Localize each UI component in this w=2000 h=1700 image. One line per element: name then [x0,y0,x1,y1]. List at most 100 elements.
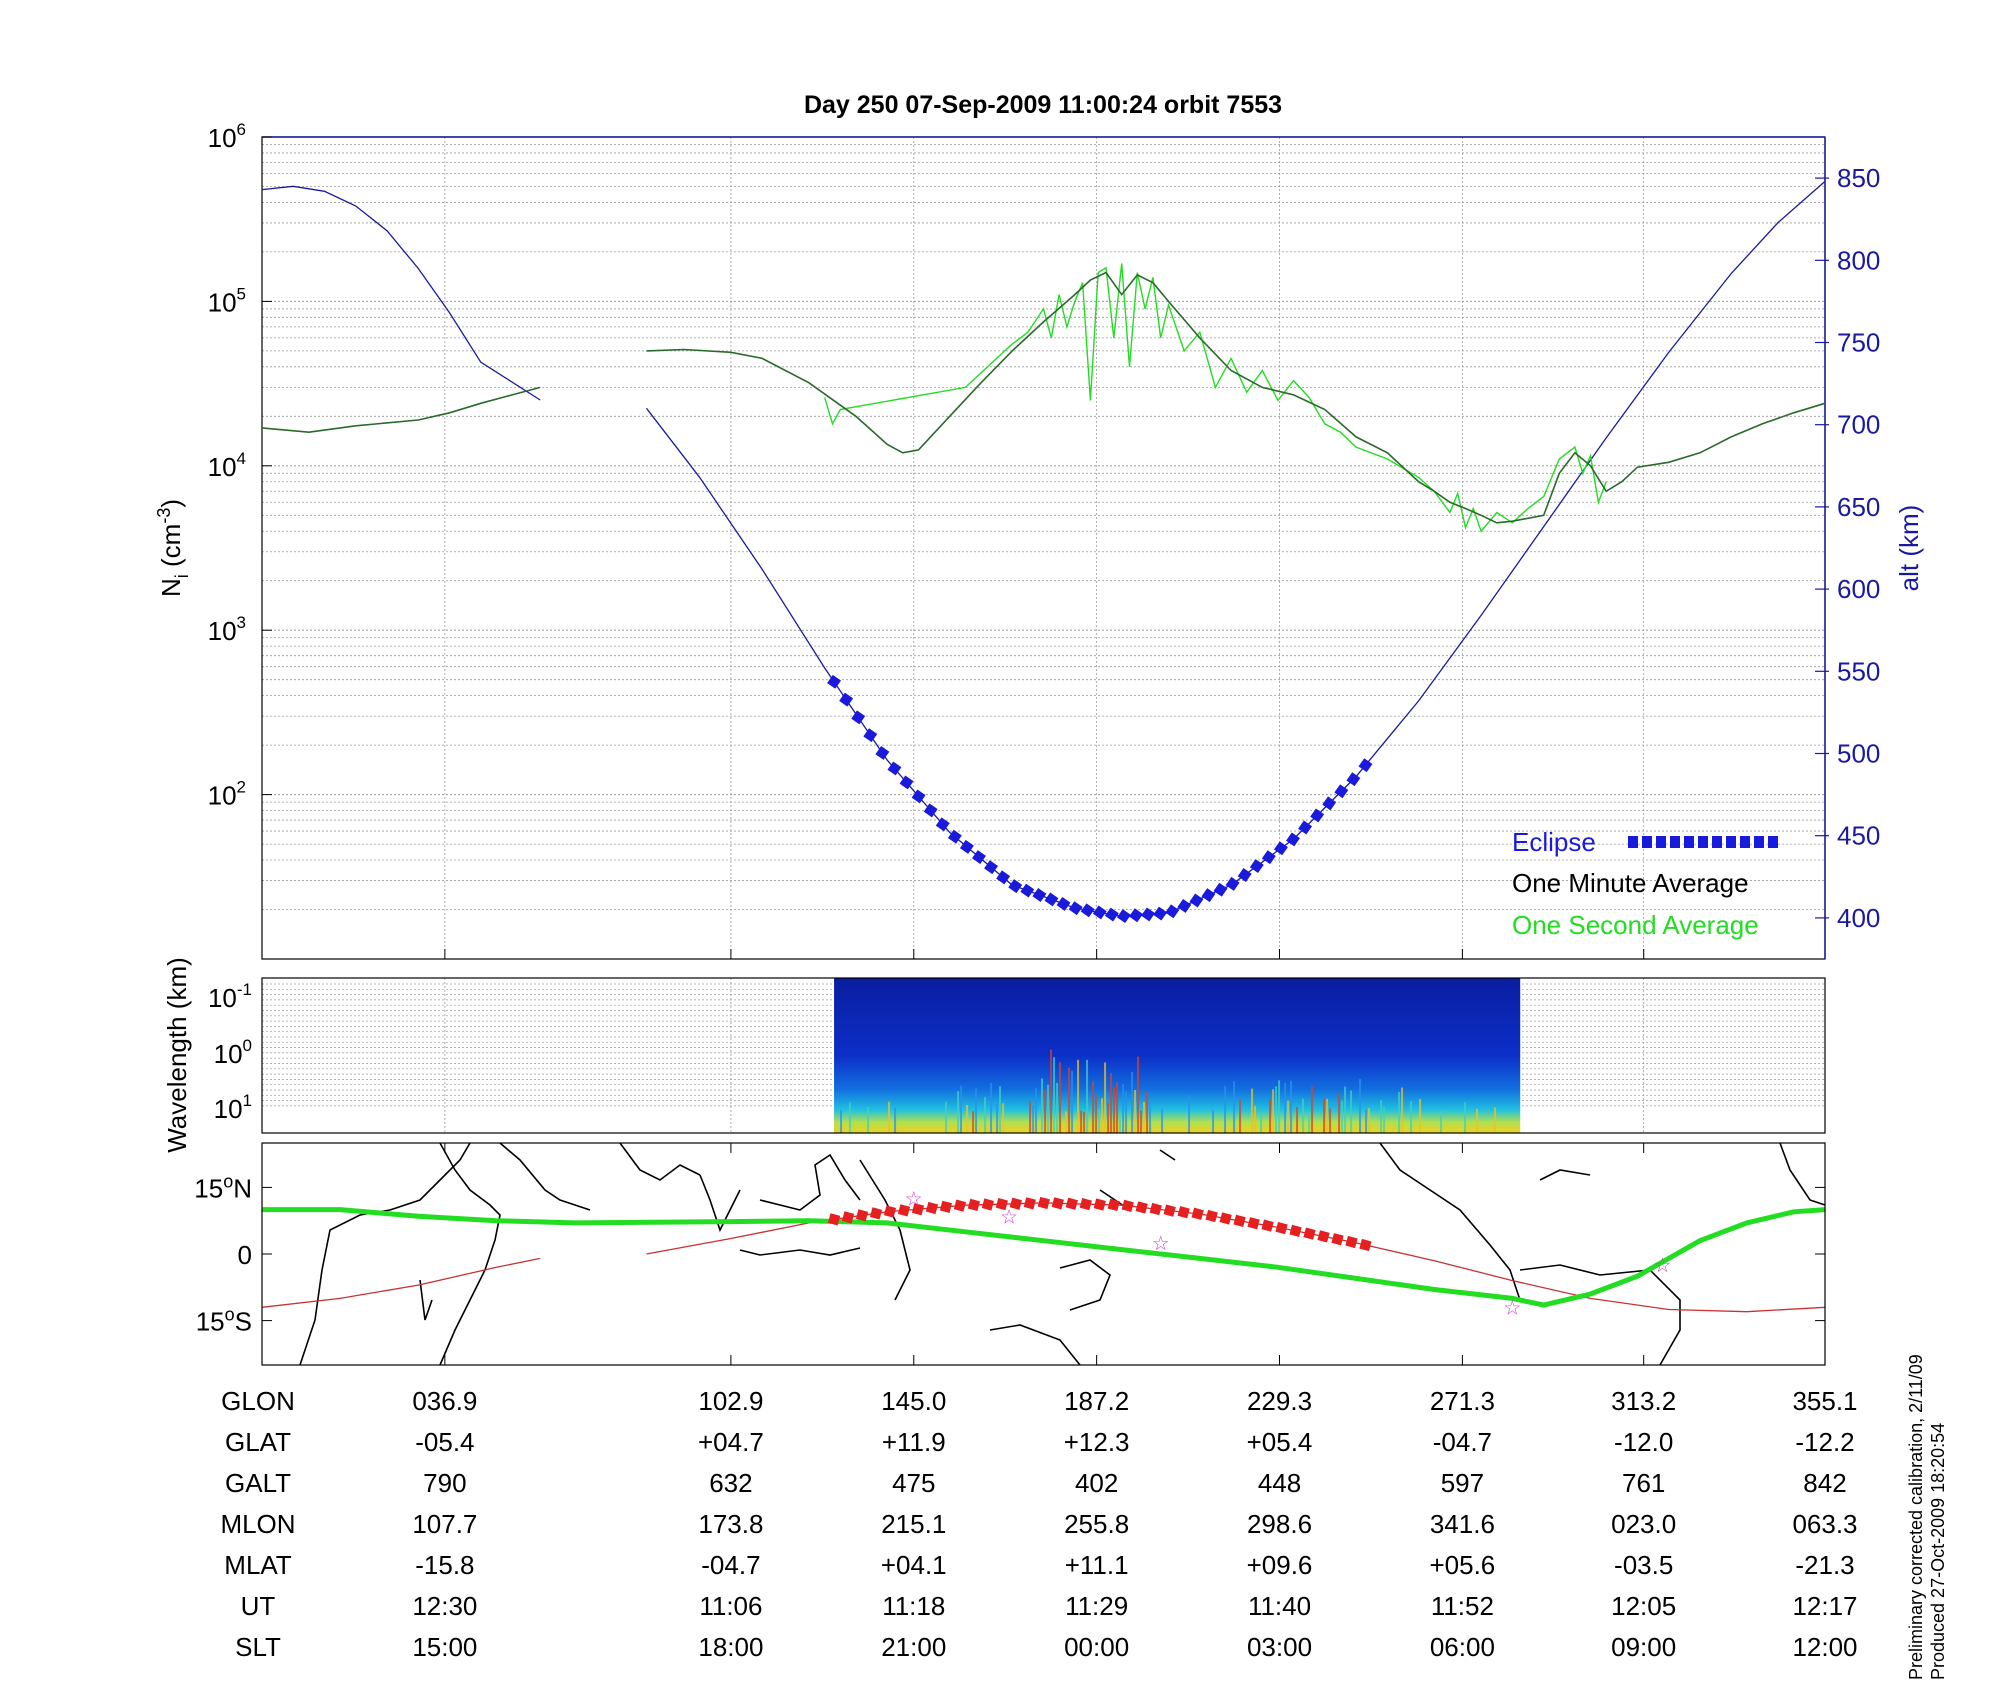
spectrogram-cell [888,1101,891,1133]
spectrogram-cell [1233,1081,1236,1133]
eclipse-marker [1334,784,1349,799]
legend-eclipse-square [1754,836,1764,848]
right-tick-label: 800 [1837,245,1880,275]
table-cell: 03:00 [1247,1632,1312,1662]
spectrogram-cell [1143,1102,1146,1133]
eclipse-marker [1237,868,1252,882]
right-tick-label: 850 [1837,163,1880,193]
table-cell: 298.6 [1247,1509,1312,1539]
spectrogram-cell [1323,1098,1326,1133]
coastline [759,1153,861,1211]
left-axis-ticks: 102 103 104 105 106 [208,120,272,811]
spectrogram-cell [1092,1081,1095,1133]
map-eclipse-marker [1135,1201,1148,1214]
spectrogram-cell [1080,1110,1083,1133]
map-eclipse-marker [855,1209,869,1222]
map-eclipse-marker [883,1205,897,1218]
eclipse-marker [1346,772,1361,787]
eclipse-marker [1322,796,1337,811]
coastline [1539,1169,1591,1181]
table-cell: 107.7 [412,1509,477,1539]
map-eclipse-marker [1107,1198,1120,1212]
eclipse-marker [1092,905,1107,920]
spectrogram-cell [1302,1098,1305,1133]
eclipse-marker [1020,883,1035,898]
station-star-icon: ☆ [1653,1255,1671,1277]
table-cell: 12:00 [1792,1632,1857,1662]
eclipse-marker [851,710,866,725]
right-tick-label: 750 [1837,328,1880,358]
map-eclipse-marker [967,1198,981,1212]
eclipse-marker [839,692,854,707]
spectrogram-cell [1083,1111,1086,1133]
eclipse-marker [1358,758,1373,773]
spectrogram-cell [1284,1083,1287,1133]
coastline [1779,1142,1826,1206]
map-eclipse-marker [1051,1197,1064,1210]
eclipse-marker [996,870,1011,885]
map-eclipse-marker [1163,1204,1176,1217]
spectrogram-cell [1053,1057,1056,1133]
main-series [261,180,1826,924]
table-cell: +11.1 [1065,1550,1129,1580]
spectrogram-background [834,978,1521,1133]
spectrogram-cell [1107,1102,1110,1133]
table-row-label: UT [241,1591,276,1621]
map-eclipse-marker [1191,1207,1204,1220]
map-eclipse-marker [841,1211,855,1224]
map-eclipse-marker [995,1197,1008,1211]
map-eclipse-marker [1065,1197,1078,1210]
spectrogram-cell [840,1110,843,1133]
spectrogram-cell [1029,1101,1032,1133]
map-eclipse-marker [1331,1233,1344,1246]
coastline [1519,1264,1681,1366]
spectrogram-cell [1311,1086,1314,1133]
one-minute-average-line [261,271,1826,524]
table-cell: 475 [892,1468,935,1498]
legend-eclipse-square [1684,836,1694,848]
spectrogram-cell [1287,1100,1290,1133]
spectrogram-cell [999,1086,1002,1133]
eclipse-marker [1116,909,1131,924]
eclipse-marker [1201,888,1216,903]
table-cell: +05.6 [1429,1550,1495,1580]
orbit-data-table: GLON GLAT GALT MLON MLAT UT SLT 036.9 -05.4 790 10… [220,1386,1857,1662]
station-star-icon: ☆ [1503,1297,1521,1319]
spectrogram-cell [975,1088,978,1133]
spectrogram-cell [1086,1059,1089,1133]
spectrogram-cell [1275,1086,1278,1133]
eclipse-marker [1177,898,1192,913]
spectrogram-cell [1269,1098,1272,1133]
spectrogram-cell [1104,1062,1107,1133]
map-eclipse-marker [1023,1197,1036,1210]
map-lat-label: 0 [238,1240,252,1270]
spectrogram-cell [1125,1091,1128,1133]
spectrogram-cell [945,1101,948,1133]
spectrogram-cell [1140,1110,1143,1133]
spectrogram-cell [1401,1087,1404,1133]
map-eclipse-marker [897,1204,911,1217]
spectrogram-cell [1440,1111,1443,1133]
coastline [439,1142,501,1366]
legend-eclipse-square [1698,836,1708,848]
one-second-average-line [824,263,1607,533]
table-cell: 12:30 [412,1591,477,1621]
table-cell: 842 [1803,1468,1846,1498]
spectrogram-cell [1239,1099,1242,1133]
spectrogram-cell [1059,1062,1062,1133]
spectrogram-cell [1095,1095,1098,1133]
spectrogram-cell [894,1107,897,1133]
right-tick-label: 600 [1837,574,1880,604]
spectrogram-cell [1326,1098,1329,1133]
spectrogram-cell [1338,1093,1341,1133]
table-cell: 18:00 [698,1632,763,1662]
spectrogram [834,978,1521,1133]
spectrogram-cell [1344,1086,1347,1133]
spectrogram-cell [1365,1109,1368,1133]
spectrogram-cell [1146,1091,1149,1133]
map-eclipse-marker [1121,1199,1134,1212]
map-eclipse-marker [1219,1212,1232,1225]
right-tick-label: 650 [1837,492,1880,522]
legend: Eclipse One Minute Average One Second Av… [1512,827,1778,940]
